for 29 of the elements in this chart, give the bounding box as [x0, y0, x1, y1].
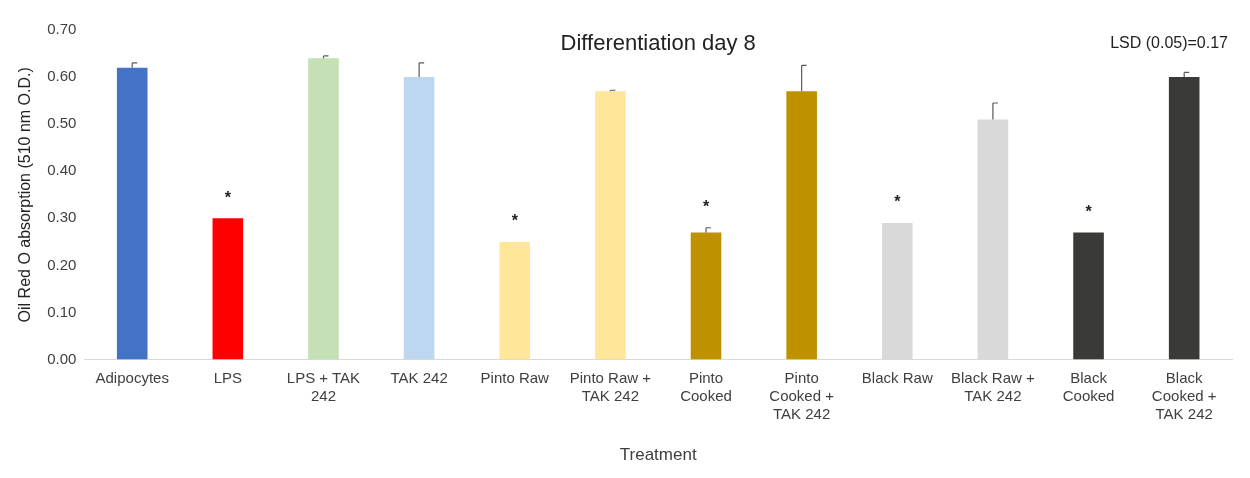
x-tick-label: Pinto Raw + TAK 242 [569, 368, 652, 404]
y-axis-title: Oil Red O absorption (510 nm O.D.) [16, 67, 34, 323]
x-tick-label: Pinto Raw [480, 368, 550, 386]
y-tick-label: 0.10 [47, 302, 77, 320]
y-tick-label: 0.70 [47, 20, 77, 38]
x-axis-title: Treatment [619, 445, 697, 465]
y-tick-label: 0.30 [47, 208, 77, 226]
x-tick-label: Pinto Cooked [680, 368, 732, 404]
x-tick-label: LPS + TAK 242 [286, 368, 361, 404]
annotation: * [511, 212, 519, 230]
x-tick-label: Pinto Cooked + TAK 242 [769, 368, 835, 422]
annotation: * [224, 188, 232, 206]
annotation: * [702, 198, 710, 216]
x-tick-label: Adipocytes [95, 368, 169, 386]
y-tick-label: 0.00 [47, 349, 77, 367]
y-tick-label: 0.50 [47, 114, 77, 132]
x-tick-label: LPS [213, 368, 243, 386]
x-tick-label: Black Cooked + TAK 242 [1151, 368, 1217, 422]
chart-title: Differentiation day 8 [560, 30, 756, 56]
annotation: * [1085, 202, 1093, 220]
y-tick-label: 0.40 [47, 161, 77, 179]
annotation: * [894, 193, 902, 211]
y-tick-label: 0.60 [47, 67, 77, 85]
x-tick-label: TAK 242 [390, 368, 448, 386]
x-tick-label: Black Raw + TAK 242 [951, 368, 1036, 404]
x-tick-label: Black Raw [861, 368, 933, 386]
annotation: LSD (0.05)=0.17 [1110, 34, 1229, 52]
y-tick-label: 0.20 [47, 255, 77, 273]
x-tick-label: Black Cooked [1062, 368, 1115, 404]
